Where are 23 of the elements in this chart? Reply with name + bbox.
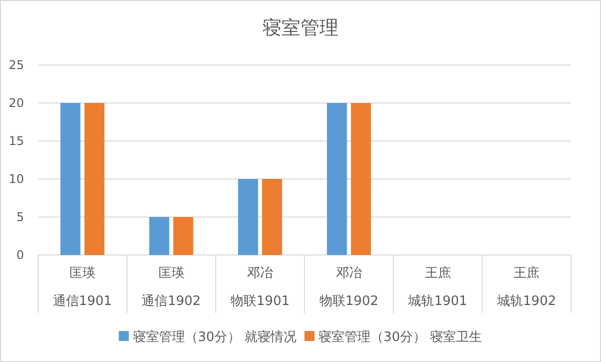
x-tick-label: 王庶城轨1901 <box>407 265 468 309</box>
bar <box>350 103 371 255</box>
y-tick-label: 0 <box>16 248 24 262</box>
x-tick-label: 邓冶物联1902 <box>319 266 378 309</box>
x-tick-label: 匡瑛通信1902 <box>142 266 201 309</box>
y-tick-label: 25 <box>8 58 24 72</box>
y-tick-label: 5 <box>16 210 24 224</box>
legend-label: 寝室管理（30分） 就寝情况 <box>132 329 296 345</box>
bar <box>238 179 258 255</box>
bar <box>84 103 104 255</box>
bar <box>60 103 80 255</box>
y-tick-label: 10 <box>8 172 24 186</box>
bar <box>173 217 194 255</box>
bar <box>262 179 282 255</box>
legend-label: 寝室管理（30分） 寝室卫生 <box>318 329 482 345</box>
bar <box>149 217 170 255</box>
y-tick-label: 15 <box>8 134 24 148</box>
x-tick-label: 王庶城轨1902 <box>496 265 556 309</box>
x-tick-label: 匡瑛通信1901 <box>52 266 112 309</box>
chart-title: 寝室管理 <box>262 17 338 39</box>
x-tick-label: 邓冶物联1901 <box>230 266 290 309</box>
y-tick-label: 20 <box>8 96 24 110</box>
bar <box>326 103 347 255</box>
